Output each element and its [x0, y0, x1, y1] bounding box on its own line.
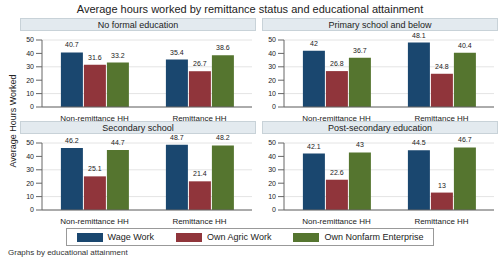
- svg-text:Non-remittance HH: Non-remittance HH: [302, 217, 371, 224]
- svg-text:0: 0: [272, 103, 276, 110]
- svg-text:42: 42: [310, 40, 318, 47]
- html-text:No formal education: No formal education: [97, 20, 179, 30]
- svg-text:Remittance HH: Remittance HH: [172, 217, 226, 224]
- svg-text:48.7: 48.7: [170, 134, 184, 141]
- svg-text:Remittance HH: Remittance HH: [414, 114, 468, 121]
- svg-text:48.1: 48.1: [412, 32, 426, 39]
- svg-text:26.8: 26.8: [330, 60, 344, 67]
- svg-text:10: 10: [268, 193, 276, 200]
- svg-text:26.7: 26.7: [193, 60, 207, 67]
- svg-text:Remittance HH: Remittance HH: [414, 217, 468, 224]
- svg-text:31.6: 31.6: [88, 54, 102, 61]
- svg-text:46.2: 46.2: [65, 137, 79, 144]
- svg-text:22.6: 22.6: [330, 169, 344, 176]
- svg-text:10: 10: [26, 90, 34, 97]
- svg-text:30: 30: [26, 63, 34, 70]
- svg-text:50: 50: [26, 139, 34, 146]
- svg-text:35.4: 35.4: [170, 49, 184, 56]
- html-text:Wage Work: Wage Work: [107, 232, 154, 242]
- svg-text:Non-remittance HH: Non-remittance HH: [60, 114, 129, 121]
- svg-text:44.7: 44.7: [111, 139, 125, 146]
- svg-text:38.6: 38.6: [216, 44, 230, 51]
- html-text:Secondary school: Secondary school: [102, 123, 174, 133]
- svg-text:0: 0: [272, 206, 276, 213]
- svg-text:20: 20: [26, 77, 34, 84]
- svg-text:40: 40: [268, 153, 276, 160]
- svg-text:46.7: 46.7: [458, 136, 472, 143]
- svg-text:30: 30: [268, 63, 276, 70]
- svg-text:42.1: 42.1: [307, 143, 321, 150]
- svg-text:20: 20: [268, 77, 276, 84]
- svg-text:25.1: 25.1: [88, 165, 102, 172]
- svg-text:30: 30: [26, 166, 34, 173]
- svg-text:48.2: 48.2: [216, 134, 230, 141]
- svg-text:40: 40: [26, 153, 34, 160]
- svg-text:0: 0: [30, 103, 34, 110]
- svg-text:40: 40: [26, 50, 34, 57]
- svg-text:Non-remittance HH: Non-remittance HH: [60, 217, 129, 224]
- svg-text:Non-remittance HH: Non-remittance HH: [302, 114, 371, 121]
- svg-text:30: 30: [268, 166, 276, 173]
- svg-text:10: 10: [26, 193, 34, 200]
- svg-text:24.8: 24.8: [435, 63, 449, 70]
- svg-text:10: 10: [268, 90, 276, 97]
- html-text:Own Agric Work: Own Agric Work: [207, 232, 272, 242]
- svg-text:40.7: 40.7: [65, 41, 79, 48]
- svg-text:Remittance HH: Remittance HH: [172, 114, 226, 121]
- svg-text:20: 20: [26, 180, 34, 187]
- svg-text:21.4: 21.4: [193, 170, 207, 177]
- svg-text:13: 13: [438, 182, 446, 189]
- html-text:Graphs by educational attainme: Graphs by educational attainment: [8, 248, 128, 257]
- html-text:Own Nonfarm Enterprise: Own Nonfarm Enterprise: [324, 232, 424, 242]
- html-text:Primary school and below: Primary school and below: [328, 20, 432, 30]
- svg-text:40: 40: [268, 50, 276, 57]
- svg-text:50: 50: [268, 36, 276, 43]
- svg-text:20: 20: [268, 180, 276, 187]
- svg-text:44.5: 44.5: [412, 139, 426, 146]
- svg-text:0: 0: [30, 206, 34, 213]
- svg-text:50: 50: [268, 139, 276, 146]
- svg-text:43: 43: [356, 141, 364, 148]
- svg-text:36.7: 36.7: [353, 47, 367, 54]
- svg-text:50: 50: [26, 36, 34, 43]
- svg-text:40.4: 40.4: [458, 42, 472, 49]
- svg-text:33.2: 33.2: [111, 52, 125, 59]
- html-text:Post-secondary education: Post-secondary education: [328, 123, 432, 133]
- html-text:Average hours worked by remitt: Average hours worked by remittance statu…: [76, 3, 424, 15]
- svg-text:Average Hours Worked: Average Hours Worked: [8, 74, 18, 167]
